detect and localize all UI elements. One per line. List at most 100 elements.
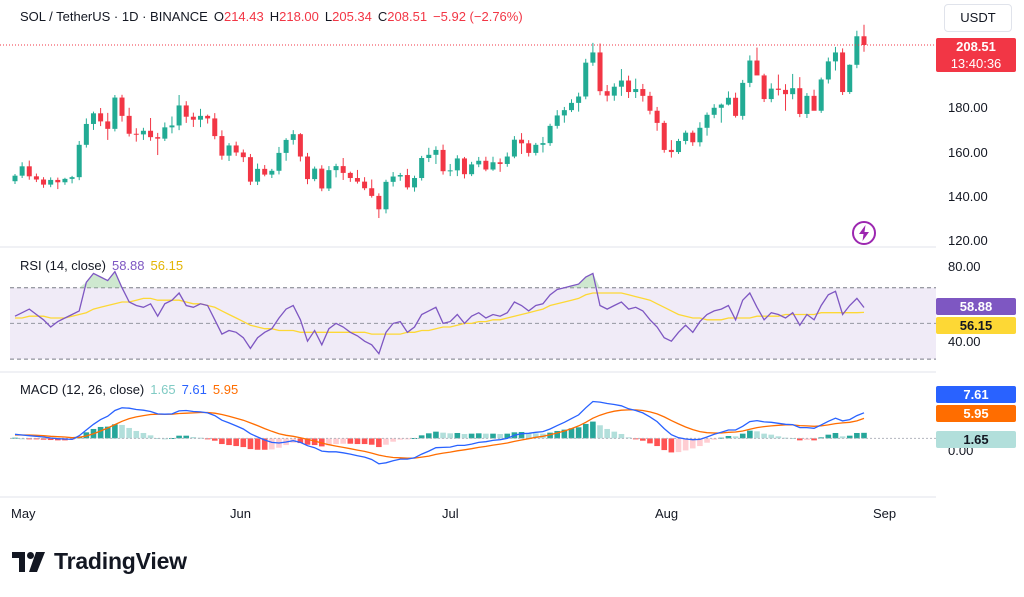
- candle: [347, 171, 353, 182]
- last-price-tag: 208.51: [936, 38, 1016, 55]
- macd-histogram-bar: [361, 438, 368, 445]
- candle-body: [133, 133, 139, 135]
- candle: [362, 177, 368, 191]
- candle-body: [476, 160, 482, 165]
- symbol-legend: SOL / TetherUS · 1D · BINANCE O214.43 H2…: [20, 9, 523, 24]
- candle-body: [62, 178, 68, 183]
- candle-body: [825, 61, 831, 80]
- macd-histogram-bar: [240, 438, 247, 448]
- candle: [768, 83, 774, 103]
- macd-histogram-bar: [40, 438, 47, 440]
- macd-histogram-bar: [568, 428, 575, 439]
- candle-body: [233, 145, 239, 153]
- rsi-legend[interactable]: RSI (14, close) 58.88 56.15: [20, 258, 183, 273]
- macd-histogram-bar: [311, 438, 318, 446]
- candle-body: [383, 181, 389, 210]
- candle: [597, 43, 603, 96]
- candle: [626, 75, 632, 98]
- candle-body: [526, 143, 532, 153]
- candle: [162, 122, 168, 141]
- candle-body: [105, 121, 111, 129]
- macd-histogram-bar: [711, 438, 717, 440]
- flash-icon[interactable]: [850, 219, 878, 247]
- candle-body: [683, 132, 689, 141]
- price-pane[interactable]: [0, 24, 936, 219]
- macd-histogram-bar: [618, 433, 625, 439]
- macd-legend[interactable]: MACD (12, 26, close) 1.65 7.61 5.95: [20, 382, 238, 397]
- candle: [847, 64, 853, 94]
- rsi-ma-value-tag: 56.15: [936, 317, 1016, 334]
- macd-histogram-bar: [140, 432, 147, 439]
- candle: [668, 140, 674, 158]
- x-tick-sep: Sep: [873, 506, 897, 521]
- candle-body: [797, 88, 803, 114]
- macd-histogram-bar: [404, 438, 411, 440]
- candle: [340, 158, 346, 180]
- candle: [775, 74, 781, 96]
- candle: [98, 107, 104, 127]
- close-value: 208.51: [387, 9, 428, 24]
- macd-histogram-bar: [383, 438, 389, 445]
- candle-body: [547, 125, 553, 144]
- macd-histogram-bar: [119, 424, 125, 439]
- candle-body: [305, 156, 311, 180]
- macd-histogram-bar: [425, 433, 432, 439]
- candle: [283, 138, 289, 161]
- candle: [561, 106, 567, 123]
- candle: [376, 193, 382, 219]
- candle-body: [119, 97, 125, 116]
- macd-histogram-bar: [611, 431, 618, 439]
- rsi-ma-line: [15, 292, 865, 335]
- macd-histogram-bar: [162, 438, 168, 440]
- candle-body: [98, 113, 104, 122]
- rsi-ma-legend-value: 56.15: [150, 258, 184, 273]
- candle-body: [319, 168, 325, 189]
- candle-body: [333, 166, 339, 171]
- candle-body: [583, 62, 589, 97]
- currency-selector[interactable]: USDT: [944, 4, 1012, 32]
- brand-name: TradingView: [54, 548, 187, 574]
- candle-body: [226, 145, 232, 156]
- macd-hist-legend-value: 1.65: [150, 382, 176, 397]
- macd-histogram-bar: [347, 438, 354, 444]
- candle-body: [804, 95, 810, 114]
- candle-body: [761, 75, 767, 100]
- macd-histogram-bar: [340, 438, 346, 444]
- macd-histogram-bar: [525, 432, 532, 439]
- tradingview-brand[interactable]: TradingView: [12, 548, 187, 575]
- candle: [461, 156, 467, 179]
- macd-histogram-bar: [468, 433, 475, 439]
- macd-histogram-bar: [368, 438, 375, 445]
- candle-body: [290, 134, 296, 140]
- candle-body: [818, 79, 824, 111]
- macd-histogram-bar: [782, 437, 789, 439]
- macd-histogram-bar: [654, 438, 660, 447]
- candle: [33, 173, 39, 183]
- macd-pane[interactable]: [10, 400, 936, 465]
- macd-histogram-bar: [490, 433, 496, 439]
- macd-value-tag: 7.61: [936, 386, 1016, 403]
- symbol-title[interactable]: SOL / TetherUS · 1D · BINANCE: [20, 9, 208, 24]
- macd-histogram-bar: [211, 438, 218, 441]
- macd-histogram-bar: [440, 432, 446, 439]
- candle-body: [162, 127, 168, 139]
- candle-body: [312, 168, 318, 180]
- macd-histogram-bar: [547, 432, 553, 439]
- candle-body: [711, 107, 717, 115]
- macd-histogram-bar: [376, 438, 382, 448]
- macd-histogram-bar: [789, 438, 796, 440]
- candle-body: [197, 115, 203, 120]
- macd-histogram-bar: [832, 432, 839, 439]
- candle: [576, 92, 582, 112]
- price-tick-140: 140.00: [948, 189, 988, 204]
- candle-body: [490, 162, 496, 170]
- candle-body: [176, 105, 182, 126]
- candle: [426, 147, 432, 163]
- candle-body: [41, 179, 47, 185]
- macd-histogram-bar: [647, 438, 653, 444]
- rsi-pane[interactable]: [10, 270, 936, 360]
- macd-histogram-bar: [97, 426, 104, 439]
- low-value: 205.34: [332, 9, 372, 24]
- candle-body: [33, 176, 39, 180]
